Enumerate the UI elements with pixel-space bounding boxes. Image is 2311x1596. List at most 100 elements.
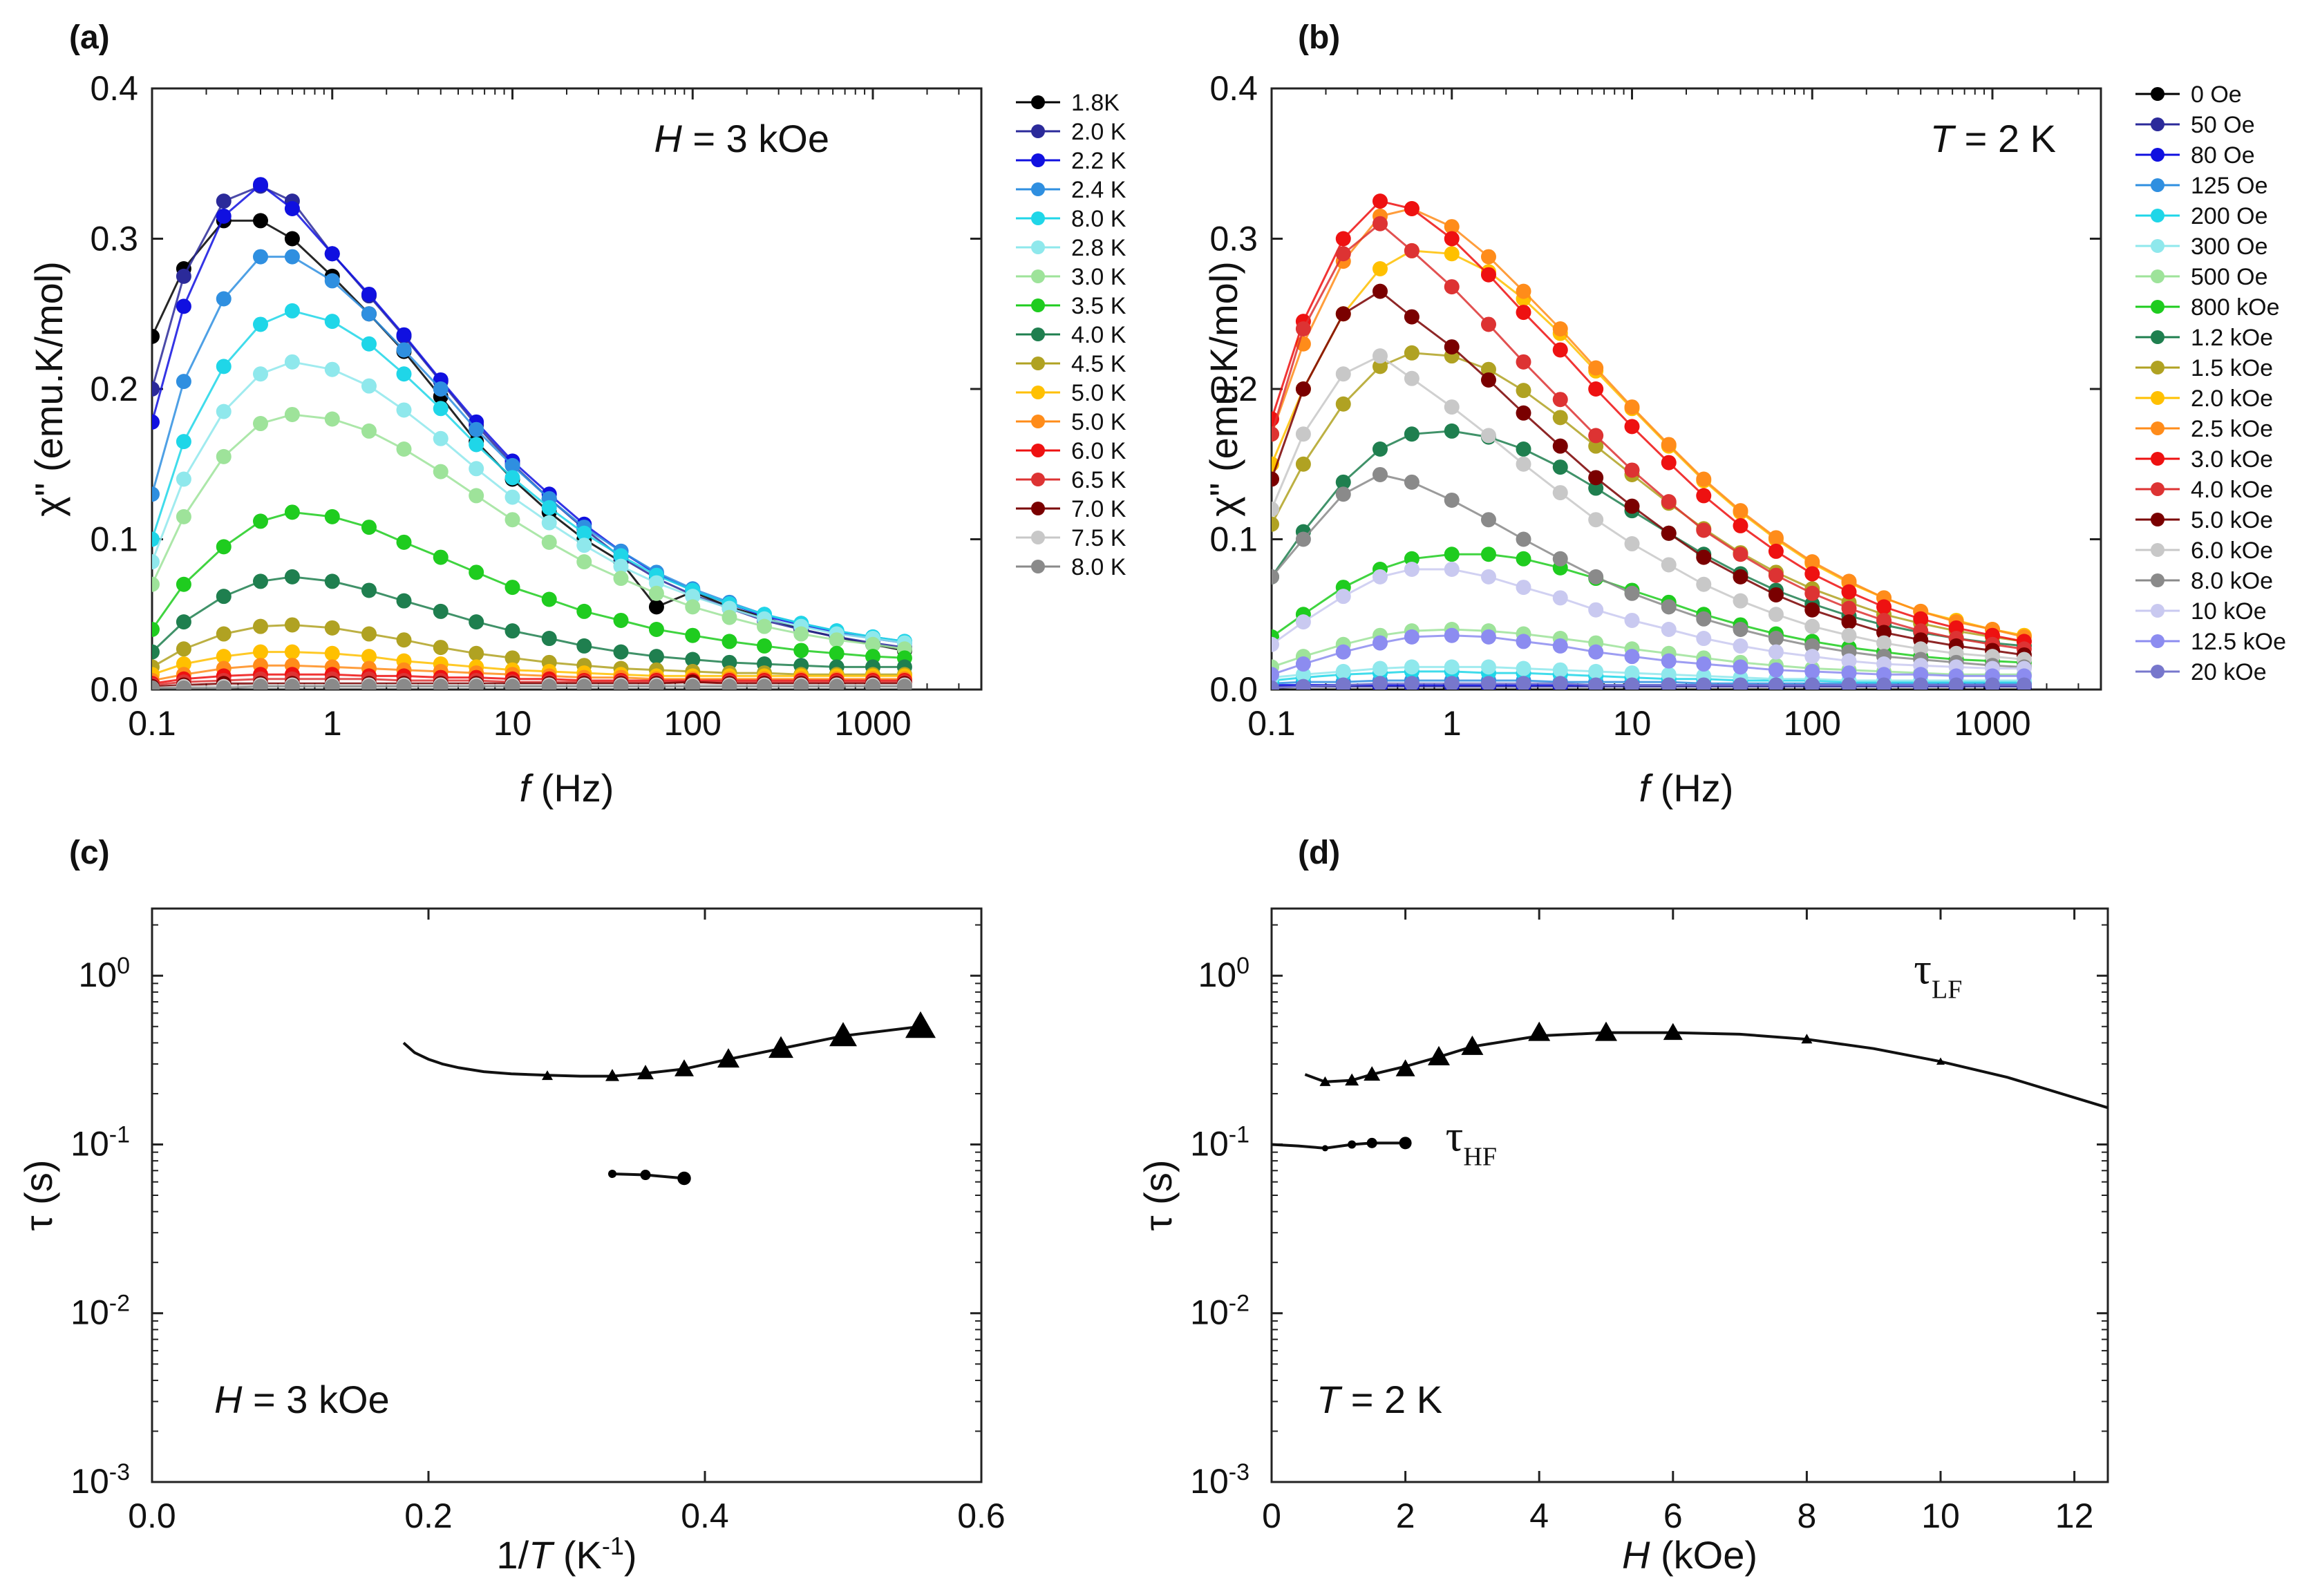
data-point bbox=[176, 268, 191, 284]
data-point bbox=[324, 573, 340, 589]
series-line bbox=[1272, 222, 2025, 650]
data-point bbox=[469, 421, 484, 437]
legend-marker bbox=[2151, 665, 2164, 678]
data-point bbox=[1588, 677, 1604, 690]
y-tick-label: 100 bbox=[78, 953, 130, 994]
data-point bbox=[433, 603, 449, 619]
text-span: 10 bbox=[1190, 1462, 1229, 1501]
data-point bbox=[677, 1171, 691, 1186]
panel-label: (d) bbox=[1298, 835, 1340, 871]
x-tick-label: 10 bbox=[1613, 704, 1652, 743]
data-point bbox=[504, 678, 520, 690]
data-point bbox=[1480, 676, 1496, 690]
data-point bbox=[1804, 585, 1820, 601]
data-point bbox=[721, 678, 737, 690]
data-point bbox=[1480, 267, 1496, 283]
data-point bbox=[1595, 1021, 1617, 1041]
data-point bbox=[1444, 423, 1460, 439]
data-point bbox=[284, 201, 300, 216]
text-span: H bbox=[654, 117, 682, 160]
data-point bbox=[1335, 486, 1351, 502]
y-tick-label: 0.4 bbox=[90, 69, 138, 108]
series-a-3 bbox=[152, 249, 912, 649]
text-span: = 2 K bbox=[1340, 1378, 1442, 1421]
data-point bbox=[1876, 677, 1892, 690]
text-span: T bbox=[1930, 117, 1956, 160]
legend-marker bbox=[2151, 178, 2164, 192]
data-point bbox=[1404, 370, 1419, 386]
series-line bbox=[1272, 473, 2024, 668]
y-axis-title: χ" (emu.K/mol) bbox=[27, 261, 70, 517]
data-point bbox=[1480, 372, 1496, 388]
data-point bbox=[1913, 667, 1929, 683]
legend-marker bbox=[1031, 560, 1045, 573]
plot-frame bbox=[1270, 87, 2102, 691]
data-point bbox=[1552, 676, 1568, 690]
series-line bbox=[152, 664, 905, 682]
y-tick-label: 0.4 bbox=[1209, 69, 1258, 108]
text-span: 1/ bbox=[496, 1533, 529, 1577]
data-point bbox=[396, 327, 412, 343]
data-point bbox=[613, 548, 629, 564]
data-point bbox=[1444, 339, 1460, 355]
series-line bbox=[152, 576, 905, 668]
x-axis-title: f (Hz) bbox=[520, 766, 614, 810]
legend-label: 5.0 kOe bbox=[2191, 507, 2273, 533]
data-point bbox=[1768, 662, 1784, 678]
y-tick-label: 0.1 bbox=[1209, 520, 1258, 559]
legend-marker bbox=[2151, 117, 2164, 131]
x-tick-label: 0.2 bbox=[404, 1497, 453, 1535]
data-point bbox=[1588, 360, 1604, 376]
annotation: T = 2 K bbox=[1930, 117, 2056, 160]
fit-line bbox=[402, 1025, 921, 1078]
x-tick-label: 10 bbox=[1921, 1497, 1960, 1535]
legend-marker bbox=[2151, 421, 2164, 435]
data-point bbox=[1733, 593, 1748, 609]
data-point bbox=[1624, 612, 1640, 628]
data-point bbox=[1768, 543, 1784, 559]
x-tick-label: 0.6 bbox=[957, 1497, 1006, 1535]
data-point bbox=[1404, 629, 1419, 645]
data-point bbox=[1876, 599, 1892, 615]
data-point bbox=[324, 314, 340, 330]
data-point bbox=[1461, 1035, 1484, 1055]
text-span: (Hz) bbox=[530, 766, 614, 810]
series-line bbox=[1272, 665, 2024, 682]
data-point bbox=[1624, 677, 1640, 690]
series-line bbox=[1272, 679, 2024, 685]
legend-label: 200 Oe bbox=[2191, 203, 2268, 229]
data-point bbox=[1588, 663, 1604, 679]
y-tick-label: 0.1 bbox=[90, 520, 138, 559]
data-point bbox=[1272, 667, 1279, 683]
data-point bbox=[648, 649, 664, 665]
data-point bbox=[1624, 536, 1640, 552]
data-point bbox=[648, 622, 664, 637]
x-tick-label: 1000 bbox=[1954, 704, 2030, 743]
data-point bbox=[1480, 249, 1496, 265]
text-span: = 3 kOe bbox=[682, 117, 829, 160]
data-point bbox=[1480, 428, 1496, 444]
data-point bbox=[1552, 459, 1568, 475]
legend-marker bbox=[1031, 327, 1045, 341]
data-point bbox=[1936, 1057, 1945, 1065]
data-point bbox=[152, 328, 160, 344]
data-point bbox=[1404, 659, 1419, 675]
data-point bbox=[396, 441, 412, 457]
data-point bbox=[576, 554, 592, 570]
series-a-6 bbox=[152, 406, 912, 657]
legend-label: 5.0 K bbox=[1071, 409, 1126, 435]
data-point bbox=[1804, 566, 1820, 582]
data-point bbox=[152, 486, 160, 502]
data-point bbox=[896, 678, 912, 690]
data-point bbox=[1335, 589, 1351, 605]
legend-marker bbox=[2151, 239, 2164, 253]
data-point bbox=[1516, 580, 1531, 596]
data-point bbox=[648, 575, 664, 591]
data-point bbox=[1345, 1073, 1359, 1086]
data-point bbox=[216, 193, 232, 209]
data-point bbox=[1428, 1045, 1450, 1065]
x-tick-label: 2 bbox=[1396, 1497, 1415, 1535]
